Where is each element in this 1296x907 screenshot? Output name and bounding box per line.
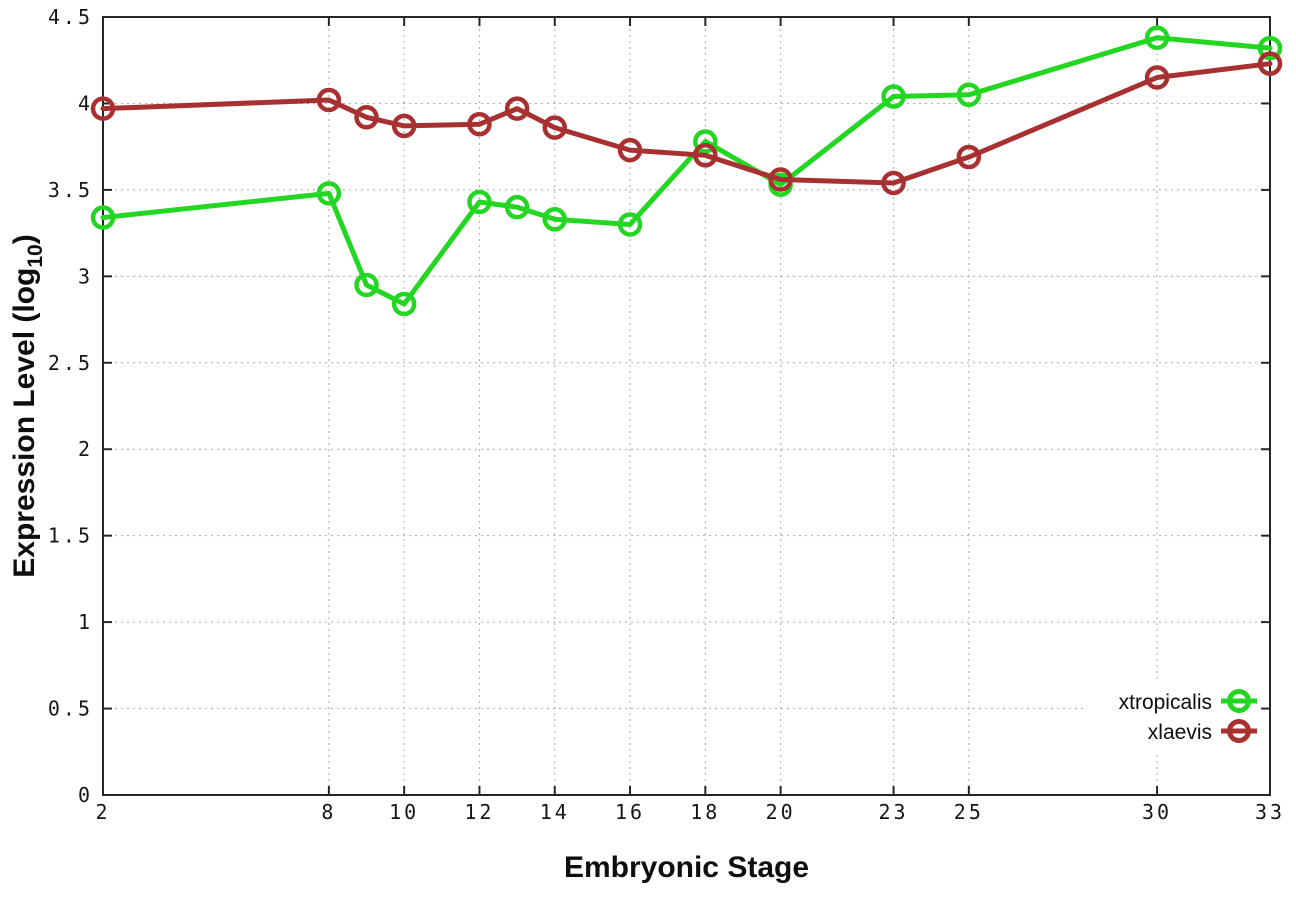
legend-sample-marker-xlaevis [1227,719,1251,743]
data-point-xlaevis [391,113,417,139]
y-tick-label: 3.5 [48,178,93,202]
x-axis-title: Embryonic Stage [564,851,809,884]
data-point-xlaevis [881,170,906,196]
data-point-xtropicalis [1257,35,1283,61]
data-point-xtropicalis [391,291,417,317]
x-tick-label: 18 [690,800,720,824]
legend-label-xlaevis: xlaevis [1148,721,1212,744]
data-point-xlaevis [768,167,793,192]
data-point-xlaevis [542,115,567,140]
data-point-xlaevis [90,96,116,121]
x-tick-label: 12 [464,800,494,824]
data-point-xtropicalis [881,84,906,109]
x-tick-label: 25 [954,800,984,824]
x-tick-label: 33 [1255,800,1285,824]
y-tick-label: 2.5 [48,351,93,375]
x-tick-label: 14 [540,800,570,824]
y-tick-label: 0 [78,783,93,807]
y-tick-label: 0.5 [48,697,93,721]
data-point-xtropicalis [617,212,643,237]
x-tick-label: 16 [615,800,645,824]
plot-border [102,16,1271,796]
data-point-xlaevis [956,144,982,170]
series-line-xlaevis [100,61,1273,186]
series-line-xtropicalis [100,35,1273,307]
data-point-xlaevis [467,111,492,137]
legend-label-xtropicalis: xtropicalis [1119,691,1212,714]
y-tick-label: 2 [78,437,93,461]
x-tick-label: 10 [389,800,419,824]
data-point-xlaevis [1257,51,1283,76]
data-point-xtropicalis [90,205,116,230]
data-point-xlaevis [693,143,718,168]
data-point-xtropicalis [467,189,492,215]
data-point-xtropicalis [693,129,718,154]
data-point-xtropicalis [504,194,530,220]
y-tick-label: 1 [78,610,93,634]
y-axis-title: Expression Level (log10) [8,234,47,577]
data-point-xtropicalis [956,82,982,108]
data-point-xlaevis [1144,65,1170,90]
data-point-xtropicalis [1144,25,1170,50]
data-point-xtropicalis [354,272,379,298]
x-tick-label: 20 [766,800,796,824]
y-tick-label: 3 [78,264,93,288]
y-tick-label: 1.5 [48,524,93,548]
data-point-xlaevis [354,105,379,130]
x-tick-label: 23 [879,800,909,824]
data-point-xlaevis [504,96,530,121]
y-tick-label: 4 [78,91,93,115]
data-point-xlaevis [617,137,643,163]
data-point-xlaevis [316,87,342,113]
data-point-xtropicalis [542,207,567,232]
x-tick-label: 2 [95,800,110,824]
y-tick-label: 4.5 [48,5,93,29]
data-point-xtropicalis [316,181,342,206]
legend-sample-marker-xtropicalis [1227,689,1251,713]
x-tick-label: 8 [321,800,336,824]
x-tick-label: 30 [1142,800,1172,824]
